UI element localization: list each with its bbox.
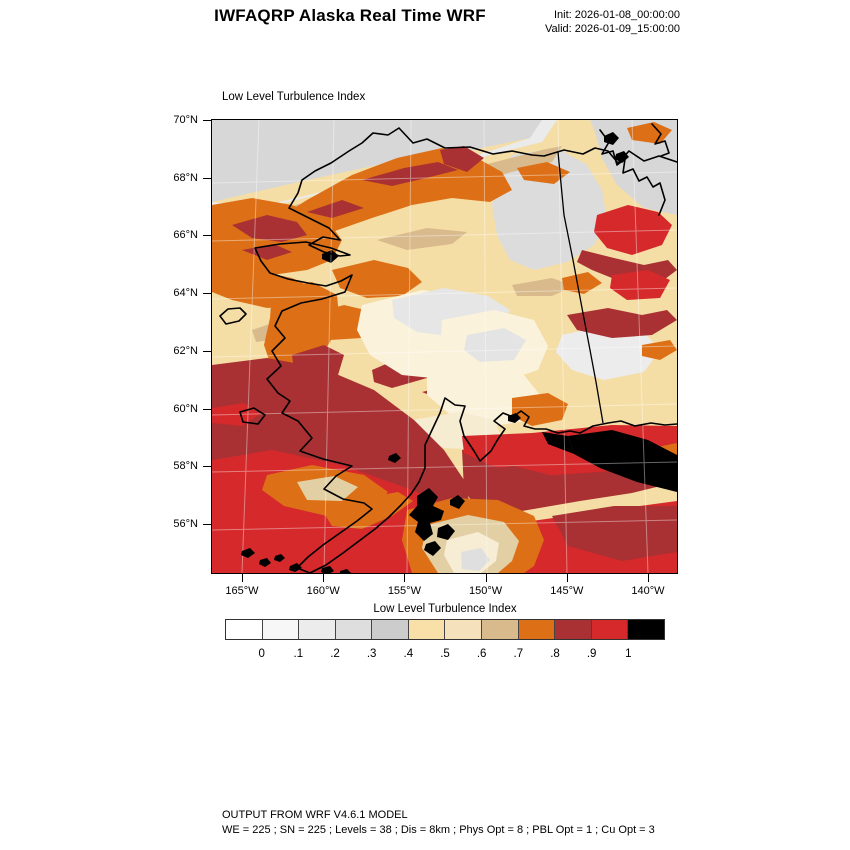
lat-tick-label: 60°N bbox=[173, 402, 198, 415]
lon-tick-mark bbox=[566, 573, 568, 582]
colorbar-cell bbox=[445, 620, 483, 639]
colorbar-cell bbox=[555, 620, 592, 639]
footer-line-1: OUTPUT FROM WRF V4.6.1 MODEL bbox=[222, 809, 408, 821]
lat-tick-mark bbox=[203, 120, 212, 121]
lat-tick-label: 56°N bbox=[173, 517, 198, 530]
colorbar-tick-label: .8 bbox=[550, 648, 560, 660]
lon-tick-label: 150°W bbox=[469, 585, 503, 597]
colorbar-cell bbox=[518, 620, 556, 639]
lat-tick-mark bbox=[203, 235, 212, 237]
coastline bbox=[219, 123, 678, 574]
lat-tick-label: 58°N bbox=[173, 460, 198, 473]
colorbar-tick-label: .7 bbox=[513, 648, 524, 660]
lat-tick-label: 70°N bbox=[173, 114, 198, 126]
colorbar-tick-label: .3 bbox=[366, 648, 377, 660]
lat-tick-label: 66°N bbox=[173, 229, 198, 242]
lat-tick-label: 68°N bbox=[173, 171, 198, 184]
colorbar-tick-label: 0 bbox=[258, 648, 265, 660]
colorbar bbox=[225, 619, 665, 640]
colorbar-cell bbox=[335, 620, 373, 639]
lat-tick-label: 62°N bbox=[173, 344, 198, 357]
lon-tick-mark bbox=[404, 573, 406, 582]
lon-tick-label: 140°W bbox=[631, 585, 665, 597]
colorbar-tick-label: 1 bbox=[625, 648, 632, 660]
lon-tick-mark bbox=[323, 573, 325, 582]
field-black-gulf-patch bbox=[322, 250, 677, 492]
run-times: Init: 2026-01-08_00:00:00 Valid: 2026-01… bbox=[480, 8, 680, 36]
colorbar-cell bbox=[262, 620, 300, 639]
colorbar-cell bbox=[408, 620, 446, 639]
turbulence-field-svg bbox=[211, 119, 678, 577]
lat-tick-mark bbox=[203, 293, 212, 295]
islands bbox=[241, 132, 629, 577]
colorbar-tick-label: .6 bbox=[476, 648, 487, 660]
field-interior-cream bbox=[357, 288, 548, 450]
colorbar-tick-label: .5 bbox=[440, 648, 450, 660]
lat-tick-label: 64°N bbox=[173, 287, 198, 300]
lat-tick-mark bbox=[203, 350, 212, 352]
colorbar-cell bbox=[628, 620, 664, 639]
colorbar-tick-label: .9 bbox=[586, 648, 597, 660]
border-line bbox=[557, 151, 604, 424]
lat-tick-mark bbox=[203, 466, 212, 468]
model-footer: OUTPUT FROM WRF V4.6.1 MODEL WE = 225 ; … bbox=[222, 808, 655, 838]
colorbar-cell bbox=[299, 620, 336, 639]
colorbar-tick-label: .2 bbox=[330, 648, 340, 660]
colorbar-cell bbox=[482, 620, 519, 639]
valid-time: Valid: 2026-01-09_15:00:00 bbox=[545, 23, 680, 35]
lat-tick-mark bbox=[203, 523, 212, 525]
lon-tick-label: 165°W bbox=[225, 585, 259, 597]
colorbar-labels: 0 .1 .2 .3 .4 .5 .6 .7 .8 .9 1 bbox=[225, 648, 665, 662]
map-canvas bbox=[211, 119, 678, 577]
map-title: Low Level Turbulence Index bbox=[222, 91, 366, 103]
colorbar-title: Low Level Turbulence Index bbox=[373, 603, 517, 615]
lat-tick-mark bbox=[203, 408, 212, 410]
colorbar-cell bbox=[226, 620, 263, 639]
footer-line-2: WE = 225 ; SN = 225 ; Levels = 38 ; Dis … bbox=[222, 824, 655, 836]
page-title: IWFAQRP Alaska Real Time WRF bbox=[214, 6, 486, 25]
lon-tick-mark bbox=[242, 573, 243, 582]
lon-tick-label: 155°W bbox=[387, 585, 421, 597]
lon-tick-label: 145°W bbox=[550, 585, 584, 597]
init-time: Init: 2026-01-08_00:00:00 bbox=[554, 9, 680, 21]
lon-tick-label: 160°W bbox=[306, 585, 340, 597]
colorbar-tick-label: .1 bbox=[293, 648, 304, 660]
colorbar-tick-label: .4 bbox=[403, 648, 414, 660]
colorbar-cell bbox=[372, 620, 409, 639]
field-yukon-red-patches bbox=[567, 205, 677, 360]
lon-tick-mark bbox=[485, 573, 487, 582]
lon-tick-mark bbox=[648, 573, 649, 582]
lat-tick-mark bbox=[203, 177, 212, 179]
colorbar-cell bbox=[591, 620, 629, 639]
